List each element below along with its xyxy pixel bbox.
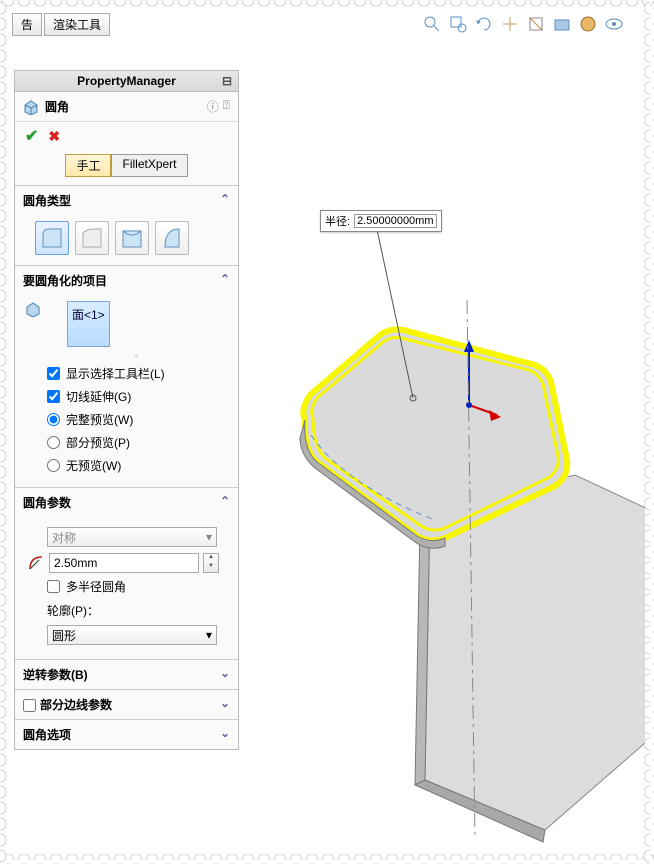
viewport-3d[interactable] (245, 40, 640, 850)
chevron-down-icon: ⌄ (220, 666, 230, 683)
mode-manual-button[interactable]: 手工 (65, 154, 111, 177)
profile-select[interactable]: 圆形▾ (47, 625, 217, 645)
view-toolbar (422, 14, 624, 34)
tab-render-tools[interactable]: 渲染工具 (44, 13, 110, 36)
panel-title-text: PropertyManager (77, 74, 176, 88)
chevron-up-icon: ⌃ (220, 192, 230, 209)
partial-edge-checkbox[interactable] (23, 699, 36, 712)
zoom-fit-icon[interactable] (422, 14, 442, 34)
section-fillet-type-header[interactable]: 圆角类型 ⌃ (15, 186, 238, 215)
help-icon[interactable]: ⓘ (207, 98, 219, 115)
help-expand-icon[interactable]: ⍰ (223, 98, 230, 115)
feature-name: 圆角 (45, 98, 201, 115)
radius-spinner[interactable]: ▲▼ (203, 553, 219, 573)
property-manager-panel: PropertyManager ⊟ 圆角 ⓘ ⍰ ✔ ✖ 手工 FilletXp… (14, 70, 239, 750)
show-selection-toolbar-checkbox[interactable] (47, 367, 60, 380)
section-icon[interactable] (526, 14, 546, 34)
selection-face-icon (25, 301, 41, 317)
fillet-type-face-icon[interactable] (115, 221, 149, 255)
section-options-label: 圆角选项 (23, 726, 71, 743)
multi-radius-label: 多半径圆角 (66, 578, 126, 595)
rotate-icon[interactable] (474, 14, 494, 34)
no-preview-radio[interactable] (47, 459, 60, 472)
tangent-extension-label: 切线延伸(G) (66, 388, 131, 405)
top-toolbar: 告 渲染工具 (10, 10, 644, 38)
full-preview-radio[interactable] (47, 413, 60, 426)
partial-preview-label: 部分预览(P) (66, 434, 130, 451)
tab-report[interactable]: 告 (12, 13, 42, 36)
zoom-area-icon[interactable] (448, 14, 468, 34)
radius-callout[interactable]: 半径: 2.50000000mm (320, 210, 442, 232)
scene-icon[interactable] (578, 14, 598, 34)
section-params-header[interactable]: 圆角参数 ⌃ (15, 488, 238, 517)
pin-icon[interactable]: ⊟ (222, 74, 232, 88)
tangent-extension-checkbox[interactable] (47, 390, 60, 403)
hide-show-icon[interactable] (604, 14, 624, 34)
radius-input[interactable] (49, 553, 199, 573)
chevron-down-icon: ⌄ (220, 726, 230, 743)
panel-title: PropertyManager ⊟ (15, 71, 238, 92)
section-reverse-header[interactable]: 逆转参数(B) ⌄ (15, 660, 238, 689)
fillet-feature-icon (23, 99, 39, 115)
ok-button[interactable]: ✔ (25, 126, 38, 146)
cancel-button[interactable]: ✖ (48, 128, 60, 145)
chevron-down-icon: ⌄ (220, 696, 230, 713)
display-style-icon[interactable] (552, 14, 572, 34)
radius-icon (27, 554, 45, 572)
chevron-up-icon: ⌃ (220, 272, 230, 289)
symmetry-select[interactable]: 对称▾ (47, 527, 217, 547)
selection-item[interactable]: 面<1> (72, 306, 105, 323)
list-resize-handle[interactable]: ◦ (45, 347, 228, 362)
profile-value: 圆形 (52, 627, 76, 644)
fillet-type-constant-icon[interactable] (35, 221, 69, 255)
symmetry-value: 对称 (52, 529, 76, 546)
callout-label: 半径: (325, 213, 350, 229)
section-params-label: 圆角参数 (23, 494, 71, 511)
section-fillet-type-label: 圆角类型 (23, 192, 71, 209)
section-partial-edge-label: 部分边线参数 (40, 698, 112, 712)
section-items-label: 要圆角化的项目 (23, 272, 107, 289)
multi-radius-checkbox[interactable] (47, 580, 60, 593)
callout-value[interactable]: 2.50000000mm (354, 214, 436, 228)
chevron-up-icon: ⌃ (220, 494, 230, 511)
fillet-type-full-round-icon[interactable] (155, 221, 189, 255)
mode-filletxpert-button[interactable]: FilletXpert (111, 154, 187, 177)
section-items-header[interactable]: 要圆角化的项目 ⌃ (15, 266, 238, 295)
profile-label: 轮廓(P)： (25, 598, 228, 621)
fillet-type-variable-icon[interactable] (75, 221, 109, 255)
no-preview-label: 无预览(W) (66, 457, 121, 474)
pan-icon[interactable] (500, 14, 520, 34)
section-reverse-label: 逆转参数(B) (23, 666, 88, 683)
partial-preview-radio[interactable] (47, 436, 60, 449)
section-partial-edge-header[interactable]: 部分边线参数 ⌄ (15, 690, 238, 719)
section-options-header[interactable]: 圆角选项 ⌄ (15, 720, 238, 749)
full-preview-label: 完整预览(W) (66, 411, 133, 428)
show-selection-toolbar-label: 显示选择工具栏(L) (66, 365, 165, 382)
selection-list[interactable]: 面<1> (67, 301, 110, 347)
